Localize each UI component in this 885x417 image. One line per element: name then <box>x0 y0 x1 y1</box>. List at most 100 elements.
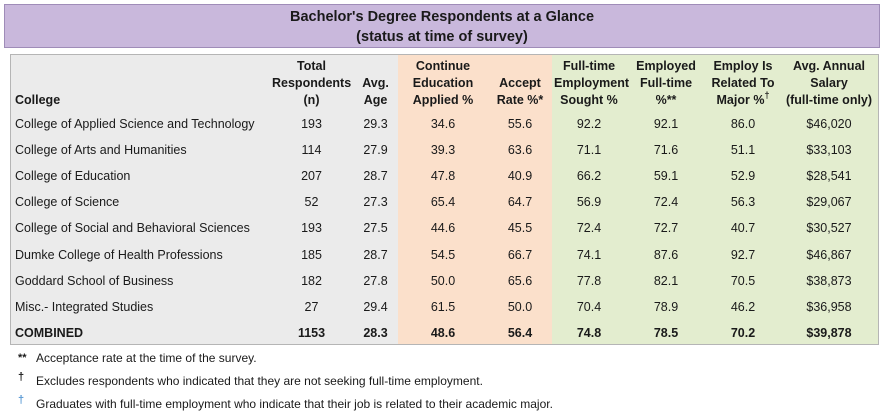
page-subtitle: (status at time of survey) <box>356 29 528 45</box>
cell-related: 40.7 <box>706 215 780 242</box>
cell-college: College of Science <box>11 189 270 216</box>
cell-salary: $33,103 <box>780 137 878 164</box>
cell-college: College of Arts and Humanities <box>11 137 270 164</box>
column-header-label: Avg. Annual Salary (full-time only) <box>785 59 873 107</box>
cell-accept: 45.5 <box>488 215 552 242</box>
column-header-college: College <box>11 55 270 111</box>
cell-continue: 50.0 <box>398 267 488 294</box>
cell-continue: 61.5 <box>398 293 488 320</box>
cell-employed: 78.5 <box>626 319 706 344</box>
cell-age: 29.4 <box>353 293 398 320</box>
cell-total: 1153 <box>270 319 353 344</box>
column-header-related: Employ Is Related To Major %† <box>706 55 780 111</box>
table-row: College of Social and Behavioral Science… <box>11 215 878 242</box>
respondents-table: College Total Respondents (n) Avg. Age Cont… <box>11 55 878 344</box>
column-header-salary: Avg. Annual Salary (full-time only) <box>780 55 878 111</box>
cell-fulltime_sought: 92.2 <box>552 111 626 138</box>
cell-total: 193 <box>270 215 353 242</box>
cell-salary: $30,527 <box>780 215 878 242</box>
footnote-symbol: † <box>18 393 25 406</box>
cell-fulltime_sought: 74.1 <box>552 241 626 268</box>
footnote-text: Graduates with full-time employment who … <box>36 396 553 411</box>
column-header-label: Employed Full-time %** <box>636 59 696 107</box>
cell-total: 182 <box>270 267 353 294</box>
combined-row: COMBINED 1153 28.3 48.6 56.4 74.8 78.5 70.2 $39,… <box>11 319 878 344</box>
cell-college: College of Education <box>11 163 270 190</box>
column-header-label: Total Respondents (n) <box>272 59 352 107</box>
cell-salary: $46,020 <box>780 111 878 138</box>
table-row: Goddard School of Business 182 27.8 50.0 65.… <box>11 267 878 294</box>
cell-related: 70.2 <box>706 319 780 344</box>
cell-accept: 56.4 <box>488 319 552 344</box>
column-header-fulltime_sought: Full-time Employment Sought % <box>552 55 630 111</box>
column-header-label: Employ Is Related To Major % <box>711 59 775 107</box>
cell-related: 56.3 <box>706 189 780 216</box>
table-row: Misc.- Integrated Studies 27 29.4 61.5 50.0 7… <box>11 293 878 320</box>
page-title: Bachelor's Degree Respondents at a Glanc… <box>289 9 595 25</box>
cell-continue: 48.6 <box>398 319 488 344</box>
footnote-item: ** Acceptance rate at the time of the sur… <box>18 346 878 369</box>
cell-accept: 66.7 <box>488 241 552 268</box>
cell-related: 92.7 <box>706 241 780 268</box>
cell-age: 28.3 <box>353 319 398 344</box>
footnote-symbol: † <box>18 370 25 383</box>
cell-accept: 40.9 <box>488 163 552 190</box>
footnote-item: † Graduates with full-time employment who… <box>18 392 878 415</box>
cell-college: Goddard School of Business <box>11 267 270 294</box>
cell-college: Misc.- Integrated Studies <box>11 293 270 320</box>
cell-fulltime_sought: 74.8 <box>552 319 626 344</box>
page-title-banner: Bachelor's Degree Respondents at a Glanc… <box>4 4 880 48</box>
column-header-accept: Accept Rate %* <box>488 55 552 111</box>
column-header-age: Avg. Age <box>353 55 398 111</box>
table-row: College of Science 52 27.3 65.4 64.7 56.9 72.4… <box>11 189 878 216</box>
table-row: College of Applied Science and Technolog… <box>11 111 878 138</box>
column-header-label: Full-time Employment Sought % <box>554 59 630 107</box>
cell-employed: 71.6 <box>626 137 706 164</box>
cell-total: 52 <box>270 189 353 216</box>
cell-employed: 72.4 <box>626 189 706 216</box>
column-header-label: College <box>15 93 61 107</box>
cell-college: College of Applied Science and Technolog… <box>11 111 270 138</box>
cell-fulltime_sought: 72.4 <box>552 215 626 242</box>
table-row: Dumke College of Health Professions 185 28… <box>11 241 878 268</box>
cell-accept: 55.6 <box>488 111 552 138</box>
cell-age: 27.8 <box>353 267 398 294</box>
cell-total: 193 <box>270 111 353 138</box>
cell-related: 46.2 <box>706 293 780 320</box>
cell-employed: 59.1 <box>626 163 706 190</box>
cell-college: College of Social and Behavioral Science… <box>11 215 270 242</box>
cell-related: 51.1 <box>706 137 780 164</box>
cell-fulltime_sought: 71.1 <box>552 137 626 164</box>
column-header-label: Avg. Age <box>362 76 389 107</box>
cell-employed: 72.7 <box>626 215 706 242</box>
cell-accept: 65.6 <box>488 267 552 294</box>
cell-fulltime_sought: 66.2 <box>552 163 626 190</box>
cell-salary: $39,878 <box>780 319 878 344</box>
cell-college: COMBINED <box>11 319 270 344</box>
footnote-symbol: ** <box>18 351 27 364</box>
column-header-continue: Continue Education Applied % <box>398 55 488 111</box>
cell-salary: $38,873 <box>780 267 878 294</box>
cell-accept: 63.6 <box>488 137 552 164</box>
cell-continue: 44.6 <box>398 215 488 242</box>
cell-continue: 54.5 <box>398 241 488 268</box>
respondents-table-container: College Total Respondents (n) Avg. Age Cont… <box>10 54 879 345</box>
column-header-label: Accept Rate %* <box>496 76 544 107</box>
cell-salary: $36,958 <box>780 293 878 320</box>
cell-employed: 78.9 <box>626 293 706 320</box>
cell-employed: 82.1 <box>626 267 706 294</box>
cell-related: 70.5 <box>706 267 780 294</box>
cell-fulltime_sought: 77.8 <box>552 267 626 294</box>
table-header-row: College Total Respondents (n) Avg. Age Cont… <box>11 55 878 111</box>
column-header-employed: Employed Full-time %** <box>626 55 706 111</box>
cell-total: 27 <box>270 293 353 320</box>
cell-fulltime_sought: 56.9 <box>552 189 626 216</box>
cell-college: Dumke College of Health Professions <box>11 241 270 268</box>
cell-age: 28.7 <box>353 241 398 268</box>
cell-fulltime_sought: 70.4 <box>552 293 626 320</box>
cell-accept: 50.0 <box>488 293 552 320</box>
cell-total: 114 <box>270 137 353 164</box>
cell-continue: 39.3 <box>398 137 488 164</box>
table-row: College of Education 207 28.7 47.8 40.9 66.2 5… <box>11 163 878 190</box>
footnote-text: Acceptance rate at the time of the surve… <box>36 350 257 365</box>
